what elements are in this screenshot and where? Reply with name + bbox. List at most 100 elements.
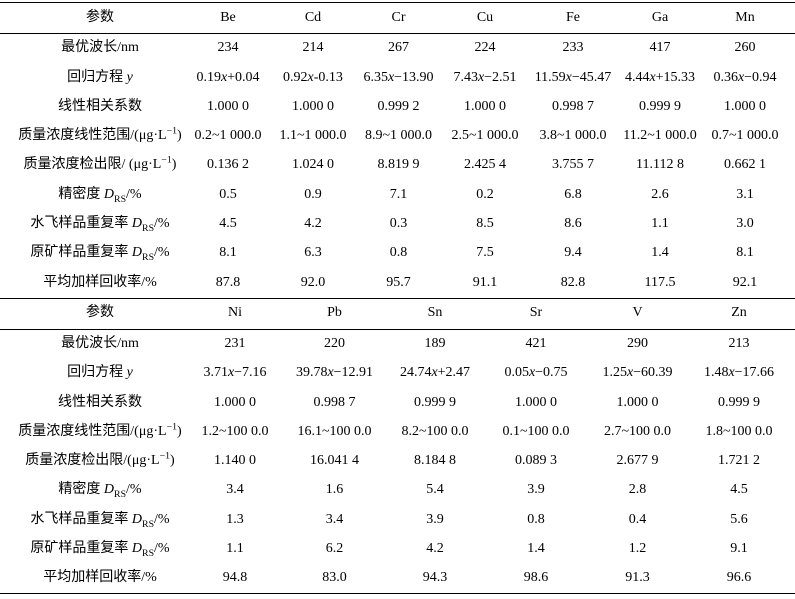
value-cell-fe: 6.8 [564, 186, 582, 202]
value-cell-cu: 1.000 0 [464, 98, 506, 114]
value-cell-ga: 417 [649, 40, 671, 56]
row-label-text: 水飞样品重复率 [30, 216, 132, 232]
value-cell-zn: 96.6 [726, 570, 752, 586]
row-label-text: 线性相关系数 [58, 394, 142, 410]
value-cell-mn: 92.1 [732, 274, 758, 290]
header-row: 参数 Be Cd Cr Cu Fe Ga Mn [0, 3, 795, 34]
value-cell-cd: 0.92x-0.13 [283, 69, 343, 85]
value-cell-sr: 0.8 [527, 511, 545, 527]
table-section-top: 参数 Be Cd Cr Cu Fe Ga Mn 最优波长/nm 234 214 267 224 233 41… [0, 2, 795, 299]
header-cell-cr: Cr [391, 9, 406, 25]
table-row: 水飞样品重复率 DRS/% 1.3 3.4 3.9 0.8 0.4 5.6 [0, 505, 795, 534]
row-label-text: 平均加样回收率/% [43, 274, 157, 290]
value-cell-ga: 117.5 [644, 274, 676, 290]
value-cell-ni: 3.4 [226, 482, 244, 498]
value-cell-v: 91.3 [625, 570, 650, 586]
value-cell-cu: 7.43x−2.51 [453, 69, 517, 85]
row-label-sym: D [131, 541, 143, 556]
header-cell-ni: Ni [228, 305, 242, 321]
value-cell-ni: 1.3 [226, 511, 244, 527]
header-cell-ga: Ga [651, 9, 669, 25]
row-label-text: 质量浓度检出限/(μg·L [25, 453, 160, 469]
value-cell-sn: 5.4 [426, 482, 444, 498]
row-label-unit: /% [154, 216, 170, 232]
row-label: 回归方程 y [0, 70, 186, 87]
value-cell-sn: 94.3 [422, 570, 448, 586]
value-cell-cd: 6.3 [304, 245, 322, 261]
value-cell-fe: 82.8 [560, 274, 586, 290]
row-label: 水飞样品重复率 DRS/% [0, 216, 186, 233]
row-label-text: 线性相关系数 [58, 98, 142, 114]
row-label-sup: −1 [159, 450, 171, 462]
value-cell-sn: 24.74x+2.47 [399, 365, 471, 381]
header-cell-sn: Sn [427, 305, 443, 321]
row-label-sym: D [131, 216, 143, 232]
value-cell-ga: 11.112 8 [636, 157, 684, 173]
table-body: 最优波长/nm 231 220 189 421 290 213 回归方程 y 3.71x−7.1… [0, 330, 795, 595]
header-cell-fe: Fe [566, 9, 580, 25]
value-cell-v: 0.4 [628, 511, 647, 527]
table-row: 质量浓度检出限/(μg·L−1) 1.140 0 16.041 4 8.184 8 0.… [0, 447, 795, 476]
value-cell-fe: 233 [562, 40, 584, 56]
variable-x: x [387, 69, 395, 85]
value-cell-ga: 1.1 [651, 216, 669, 232]
row-label-sub: RS [114, 489, 127, 501]
table-row: 最优波长/nm 231 220 189 421 290 213 [0, 330, 795, 359]
value-cell-pb: 16.041 4 [310, 453, 359, 469]
header-cell-sr: Sr [529, 305, 543, 321]
value-cell-pb: 83.0 [322, 570, 347, 586]
variable-x: x [477, 69, 485, 85]
value-cell-zn: 1.48x−17.66 [703, 365, 775, 381]
table-row: 质量浓度检出限/ (μg·L−1) 0.136 2 1.024 0 8.819 9 2.… [0, 151, 795, 180]
value-cell-zn: 0.999 9 [718, 394, 760, 410]
value-cell-v: 1.000 0 [616, 394, 659, 410]
row-label: 平均加样回收率/% [0, 570, 186, 587]
value-cell-sr: 98.6 [523, 570, 549, 586]
value-cell-cr: 8.819 9 [377, 157, 420, 173]
row-label-text: 质量浓度线性范围/(μg·L [18, 423, 167, 439]
row-label-unit: ) [177, 128, 182, 144]
row-label-sym: y [126, 365, 133, 381]
table-row: 回归方程 y 3.71x−7.16 39.78x−12.91 24.74x+2.47 0… [0, 359, 795, 388]
value-cell-pb: 0.998 7 [313, 394, 356, 410]
row-label: 质量浓度线性范围/(μg·L−1) [0, 126, 186, 145]
header-cell-zn: Zn [731, 305, 747, 321]
row-label: 平均加样回收率/% [0, 275, 186, 292]
value-cell-be: 0.2~1 000.0 [194, 128, 262, 144]
row-label-sup: −1 [161, 154, 172, 166]
row-label-sub: RS [114, 193, 127, 205]
value-cell-ni: 3.71x−7.16 [203, 365, 267, 381]
value-cell-cd: 0.9 [304, 186, 322, 202]
header-cell-cu: Cu [476, 9, 494, 25]
header-row: 参数 Ni Pb Sn Sr V Zn [0, 299, 795, 330]
value-cell-v: 2.677 9 [616, 453, 659, 469]
row-label-sub: RS [142, 518, 155, 530]
value-cell-v: 2.8 [628, 482, 647, 498]
row-label: 质量浓度检出限/ (μg·L−1) [0, 154, 186, 174]
value-cell-cu: 7.5 [476, 245, 494, 261]
row-label-sub: RS [142, 222, 155, 234]
header-cell-v: V [632, 305, 643, 321]
value-cell-cu: 2.5~1 000.0 [451, 128, 519, 144]
value-cell-zn: 1.721 2 [718, 453, 760, 469]
row-label: 原矿样品重复率 DRS/% [0, 541, 186, 558]
table-row: 原矿样品重复率 DRS/% 8.1 6.3 0.8 7.5 9.4 1.4 8.1 [0, 239, 795, 268]
value-cell-be: 0.136 2 [207, 157, 249, 173]
value-cell-pb: 6.2 [325, 541, 344, 556]
value-cell-mn: 260 [734, 40, 756, 56]
row-label-unit: ) [177, 423, 182, 439]
row-label-text: 回归方程 [67, 69, 127, 85]
value-cell-be: 234 [217, 40, 239, 56]
row-label-text: 原矿样品重复率 [30, 541, 132, 556]
value-cell-fe: 3.8~1 000.0 [539, 128, 607, 144]
row-label: 质量浓度线性范围/(μg·L−1) [0, 422, 186, 441]
value-cell-sr: 1.000 0 [515, 394, 557, 410]
row-label-unit: /% [126, 186, 142, 202]
value-cell-zn: 1.8~100 0.0 [705, 423, 773, 439]
table-row: 精密度 DRS/% 0.5 0.9 7.1 0.2 6.8 2.6 3.1 [0, 180, 795, 209]
row-label-sub: RS [142, 547, 155, 559]
header-cell-parameter: 参数 [86, 9, 114, 25]
value-cell-sr: 3.9 [527, 482, 545, 498]
value-cell-ni: 94.8 [222, 570, 248, 586]
value-cell-be: 0.19x+0.04 [196, 69, 260, 85]
